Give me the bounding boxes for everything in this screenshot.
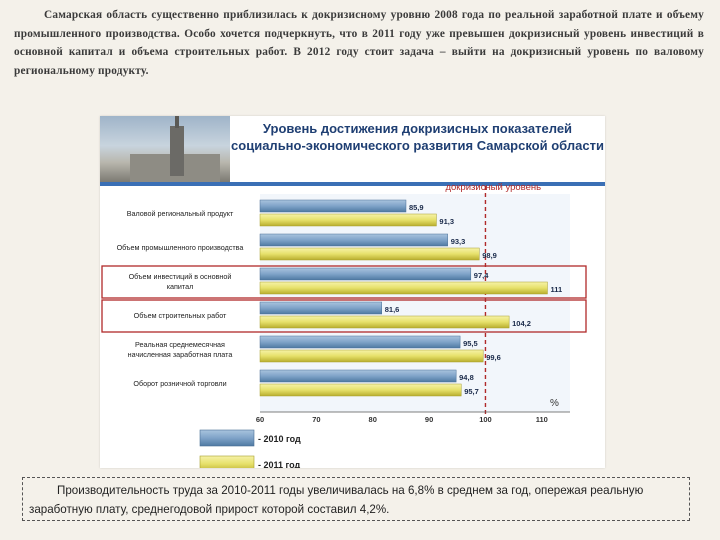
category-label: Валовой региональный продукт [127, 209, 234, 218]
bar-2010 [259, 199, 407, 213]
value-label: 97,4 [474, 271, 489, 280]
category-label: Объем промышленного производства [117, 243, 244, 252]
value-label: 95,7 [464, 387, 479, 396]
bar-2011 [259, 383, 462, 397]
value-label: 111 [550, 285, 562, 294]
value-label: 81,6 [385, 305, 400, 314]
bar-2011 [259, 213, 437, 227]
title-underline [100, 182, 605, 186]
productivity-note: Производительность труда за 2010-2011 го… [22, 477, 690, 521]
value-label: 85,9 [409, 203, 424, 212]
value-label: 104,2 [512, 319, 531, 328]
category-label: Объем инвестиций в основной капитал [129, 272, 232, 291]
value-label: 98,9 [482, 251, 497, 260]
bar-2010 [259, 233, 448, 247]
city-photo [100, 116, 230, 182]
chart-title: Уровень достижения докризисных показател… [231, 121, 604, 153]
chart-slide: Уровень достижения докризисных показател… [100, 116, 605, 468]
value-label: 91,3 [439, 217, 454, 226]
bar-2010 [259, 369, 457, 383]
x-tick-label: 60 [256, 415, 264, 424]
category-label: Реальная среднемесячная начисленная зараб… [128, 340, 233, 359]
chart-title-area: Уровень достижения докризисных показател… [230, 116, 605, 182]
value-label: 94,8 [459, 373, 474, 382]
intro-paragraph: Самарская область существенно приблизила… [14, 9, 704, 77]
unit-label: % [550, 398, 559, 409]
legend-label: - 2010 год [258, 434, 301, 444]
legend-swatch [199, 429, 255, 447]
x-tick-label: 110 [536, 415, 548, 424]
category-label: Объем строительных работ [134, 311, 227, 320]
category-label: Оборот розничной торговли [133, 379, 226, 388]
reference-label: докризисный уровень [445, 182, 541, 193]
bar-2011 [259, 349, 484, 363]
legend-label: - 2011 год [258, 460, 301, 468]
highlight-frame [101, 299, 587, 333]
bar-2010 [259, 267, 472, 281]
x-tick-label: 100 [479, 415, 492, 424]
bar-2010 [259, 335, 461, 349]
value-label: 95,5 [463, 339, 478, 348]
x-tick-label: 80 [369, 415, 377, 424]
value-label: 93,3 [451, 237, 466, 246]
legend-swatch [199, 455, 255, 468]
bar-2011 [259, 281, 548, 295]
bar-2011 [259, 247, 480, 261]
x-tick-label: 70 [312, 415, 320, 424]
bar-2010 [259, 301, 382, 315]
value-label: 99,6 [486, 353, 501, 362]
highlight-frame [101, 265, 587, 299]
x-tick-label: 90 [425, 415, 433, 424]
bar-2011 [259, 315, 510, 329]
bar-chart: докризисный уровень Валовой региональный … [101, 182, 587, 468]
